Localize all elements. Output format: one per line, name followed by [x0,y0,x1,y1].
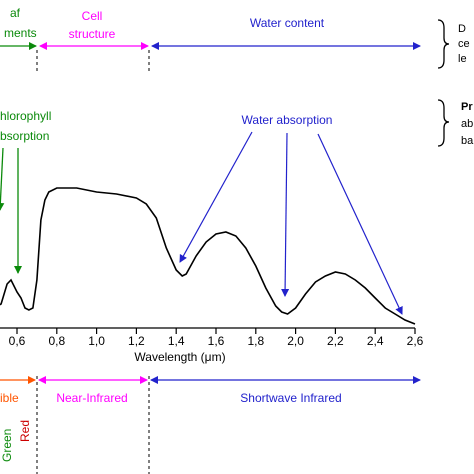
x-tick-label: 0,8 [48,334,65,348]
reflectance-chart: 0,6 0,8 1,0 1,2 1,4 1,6 1,8 2,0 2,2 2,4 2,6 Wavele… [0,187,424,364]
x-tick-label: 2,4 [367,334,384,348]
bottom-bands: ible Near-Infrared Shortwave Infrared Gr… [0,376,421,462]
water-absorption-label: Water absorption [242,113,333,127]
x-axis-label: Wavelength (μm) [134,350,225,364]
reflectance-curve [0,187,416,325]
note1-line2: ce [458,38,470,50]
green-band-label: Green [0,429,14,462]
x-tick-label: 2,6 [407,334,424,348]
cell-structure-label-2: structure [69,27,116,41]
water-absorption-arrow-2 [281,132,290,297]
x-tick-label: 1,0 [88,334,105,348]
nir-label: Near-Infrared [56,391,127,405]
x-tick-label: 1,6 [208,334,225,348]
x-tick-label: 2,2 [327,334,344,348]
water-content-label: Water content [250,16,325,30]
note1-line3: le [458,53,467,65]
chlorophyll-label-1: hlorophyll [0,109,51,123]
right-notes: D ce le Pr ab ba [437,19,474,147]
note1-brace [437,19,450,69]
x-tick-label: 0,6 [9,334,26,348]
water-absorption-annotation: Water absorption [179,113,403,315]
x-tick-label: 1,4 [168,334,185,348]
x-tick-label: 2,0 [287,334,304,348]
note1-line1: D [458,23,466,35]
note2-brace [437,99,450,147]
note2-line1: Pr [461,101,473,113]
swir-label: Shortwave Infrared [240,391,341,405]
x-tick-label: 1,8 [247,334,264,348]
cell-structure-label-1: Cell [82,9,103,23]
chlorophyll-arrow-1 [0,147,5,211]
water-absorption-arrow-3 [317,133,403,315]
visible-label: ible [0,391,19,405]
leaf-pigments-label-1: af [10,6,21,20]
x-tick-label: 1,2 [128,334,145,348]
note2-line3: ba [461,135,474,147]
x-axis-ticks: 0,6 0,8 1,0 1,2 1,4 1,6 1,8 2,0 2,2 2,4 2,6 [9,328,424,348]
chlorophyll-annotation: hlorophyll bsorption [0,109,51,274]
region-dividers [36,50,150,474]
note2-line2: ab [461,118,473,130]
leaf-pigments-label-2: ments [4,26,37,40]
water-absorption-arrow-1 [179,131,253,263]
chlorophyll-label-2: bsorption [0,129,49,143]
top-bands: af ments Cell structure Water content [0,6,421,50]
red-band-label: Red [18,420,32,442]
